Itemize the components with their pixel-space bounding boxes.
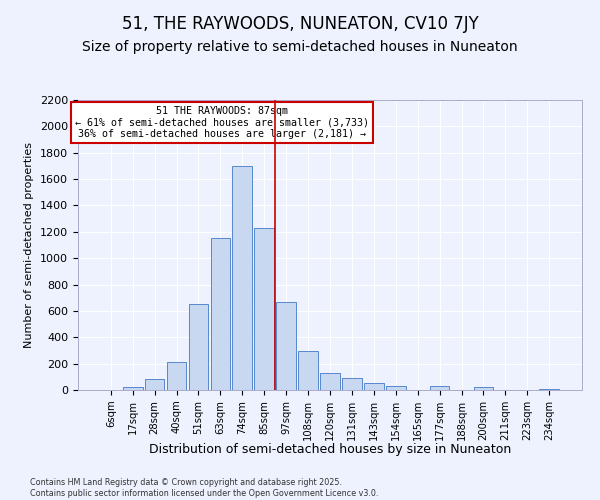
Text: 51, THE RAYWOODS, NUNEATON, CV10 7JY: 51, THE RAYWOODS, NUNEATON, CV10 7JY	[122, 15, 478, 33]
Bar	[539, 388, 559, 390]
Bar	[473, 388, 493, 390]
Y-axis label: Number of semi-detached properties: Number of semi-detached properties	[25, 142, 34, 348]
Bar	[167, 362, 187, 390]
Bar	[145, 379, 164, 390]
Text: Contains HM Land Registry data © Crown copyright and database right 2025.
Contai: Contains HM Land Registry data © Crown c…	[30, 478, 379, 498]
Text: Size of property relative to semi-detached houses in Nuneaton: Size of property relative to semi-detach…	[82, 40, 518, 54]
Text: Distribution of semi-detached houses by size in Nuneaton: Distribution of semi-detached houses by …	[149, 442, 511, 456]
Bar	[254, 228, 274, 390]
Bar	[232, 166, 252, 390]
Bar	[430, 386, 449, 390]
Text: 51 THE RAYWOODS: 87sqm
← 61% of semi-detached houses are smaller (3,733)
36% of : 51 THE RAYWOODS: 87sqm ← 61% of semi-det…	[74, 106, 368, 139]
Bar	[386, 386, 406, 390]
Bar	[320, 373, 340, 390]
Bar	[364, 384, 384, 390]
Bar	[342, 378, 362, 390]
Bar	[211, 238, 230, 390]
Bar	[188, 304, 208, 390]
Bar	[276, 302, 296, 390]
Bar	[123, 386, 143, 390]
Bar	[298, 351, 318, 390]
